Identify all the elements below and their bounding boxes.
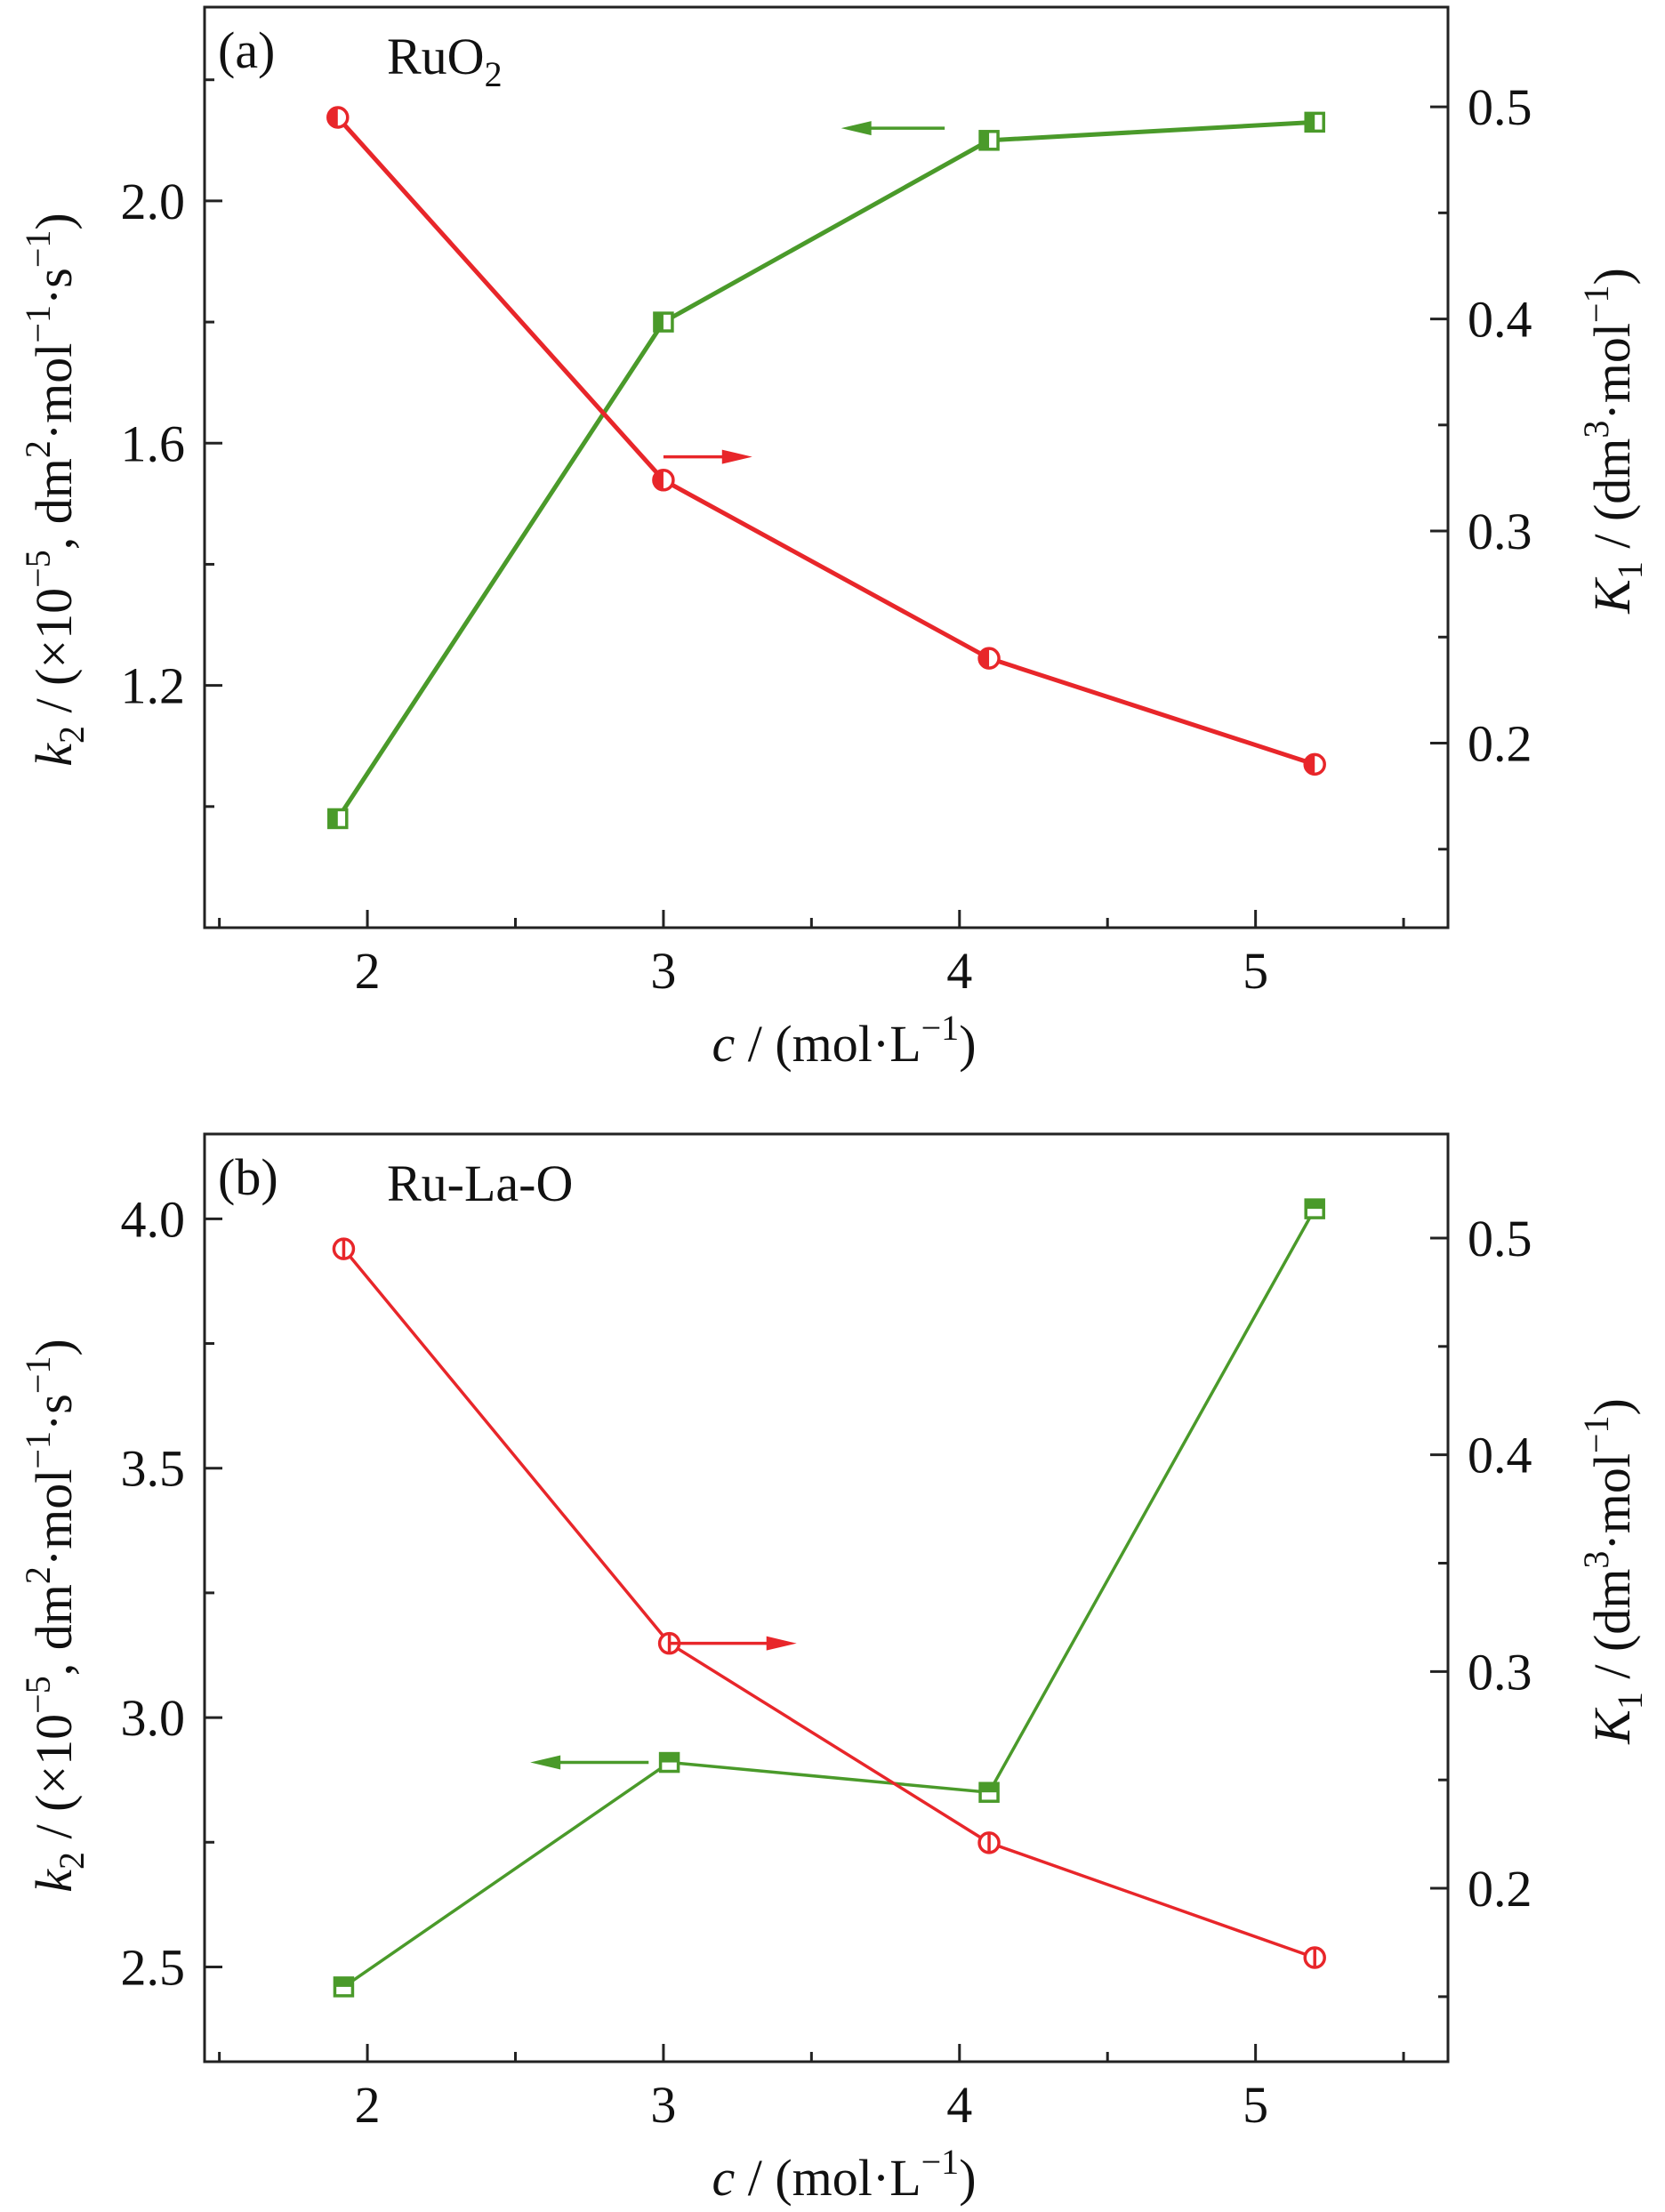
k2-square-marker [1304, 1198, 1325, 1219]
y-left-tick-label: 4.0 [121, 1190, 186, 1248]
K1-circle-marker [652, 469, 675, 492]
x-tick-label: 5 [1243, 2076, 1268, 2134]
arrow-to-left-axis [530, 1755, 649, 1770]
y-right-tick-label: 0.4 [1468, 291, 1532, 349]
arrow-to-right-axis [663, 449, 752, 464]
marker-half-fill [979, 648, 990, 669]
marker-half-fill [1306, 1200, 1324, 1210]
panel-label: (a) [218, 21, 275, 79]
x-tick-label: 2 [355, 942, 381, 1000]
y-right-tick-label: 0.3 [1468, 503, 1532, 560]
marker-half-fill [328, 809, 338, 828]
x-axis-title: c / (mol·L−1) [712, 1008, 976, 1073]
series-line-K1 [335, 116, 1315, 767]
plot-frame [203, 1132, 1450, 2063]
K1-circle-marker [326, 106, 350, 129]
x-tick-label: 3 [650, 2076, 676, 2134]
y-left-tick-label: 3.0 [121, 1689, 186, 1747]
y-left-tick-label: 3.5 [121, 1440, 186, 1498]
k2-square-marker [653, 311, 674, 333]
x-tick-label: 2 [355, 2076, 381, 2134]
arrow-head [766, 1636, 797, 1651]
plot-frame [203, 5, 1450, 929]
x-tick-label: 3 [650, 942, 676, 1000]
k2-square-marker [327, 808, 349, 830]
arrow-head [841, 121, 872, 136]
marker-half-fill [654, 313, 664, 332]
marker-half-fill [327, 108, 338, 128]
series-line-K1 [342, 1248, 1315, 1959]
k2-square-marker [658, 1751, 680, 1774]
material-label: Ru-La-O [387, 1154, 573, 1212]
x-tick-label: 4 [946, 942, 972, 1000]
x-tick-label: 4 [946, 2076, 972, 2134]
k2-square-marker [1304, 111, 1325, 133]
marker-half-fill [1305, 754, 1315, 775]
y-right-tick-label: 0.2 [1468, 1860, 1532, 1918]
x-tick-label: 5 [1243, 942, 1268, 1000]
y-right-axis-title: K1 / (dm3·mol−1) [1576, 1398, 1650, 1745]
y-right-tick-label: 0.5 [1468, 1210, 1532, 1267]
arrow-head [721, 449, 752, 464]
marker-half-fill [1306, 113, 1315, 132]
series-line-k2 [342, 1208, 1316, 1989]
y-left-axis-title: k2 / (×10−5, dm2·mol−1·s−1) [18, 1339, 92, 1892]
k2-square-marker [978, 1782, 1000, 1803]
K1-circle-marker [977, 647, 1001, 670]
arrow-to-right-axis [669, 1636, 797, 1651]
y-left-tick-label: 1.2 [121, 657, 186, 715]
panel-label: (b) [218, 1148, 278, 1206]
material-label: RuO2 [387, 28, 503, 94]
K1-circle-marker [977, 1831, 1001, 1854]
marker-half-fill [980, 131, 990, 149]
K1-circle-marker [332, 1237, 356, 1260]
chart-panel-a: 2 3 4 5 1.2 1.6 2.0 0.2 0.3 0.4 0.5 (a) RuO2 c / (mol… [18, 5, 1650, 1073]
marker-half-fill [980, 1783, 999, 1793]
y-right-axis-title: K1 / (dm3·mol−1) [1576, 268, 1650, 615]
K1-circle-marker [1303, 752, 1326, 776]
K1-circle-marker [1303, 1946, 1326, 1969]
y-right-tick-label: 0.3 [1468, 1643, 1532, 1701]
x-axis-title: c / (mol·L−1) [712, 2142, 976, 2207]
y-left-tick-label: 2.0 [121, 173, 186, 230]
marker-half-fill [334, 1977, 353, 1987]
k2-square-marker [978, 130, 1000, 151]
chart-panel-b: 2 3 4 5 2.5 3.0 3.5 4.0 0.2 0.3 0.4 0.5 (b) Ru-La-O c … [18, 1132, 1650, 2207]
y-right-tick-label: 0.2 [1468, 715, 1532, 773]
y-left-tick-label: 1.6 [121, 414, 186, 472]
y-right-tick-label: 0.4 [1468, 1427, 1532, 1484]
series-line-k2 [335, 119, 1315, 820]
y-left-tick-label: 2.5 [121, 1938, 186, 1996]
y-right-tick-label: 0.5 [1468, 78, 1532, 136]
marker-half-fill [653, 470, 664, 490]
marker-half-fill [660, 1753, 679, 1763]
k2-square-marker [333, 1976, 355, 1998]
y-left-axis-title: k2 / (×10−5, dm2·mol−1·s−1) [18, 213, 92, 766]
arrow-to-left-axis [841, 121, 945, 136]
arrow-head [530, 1755, 561, 1770]
